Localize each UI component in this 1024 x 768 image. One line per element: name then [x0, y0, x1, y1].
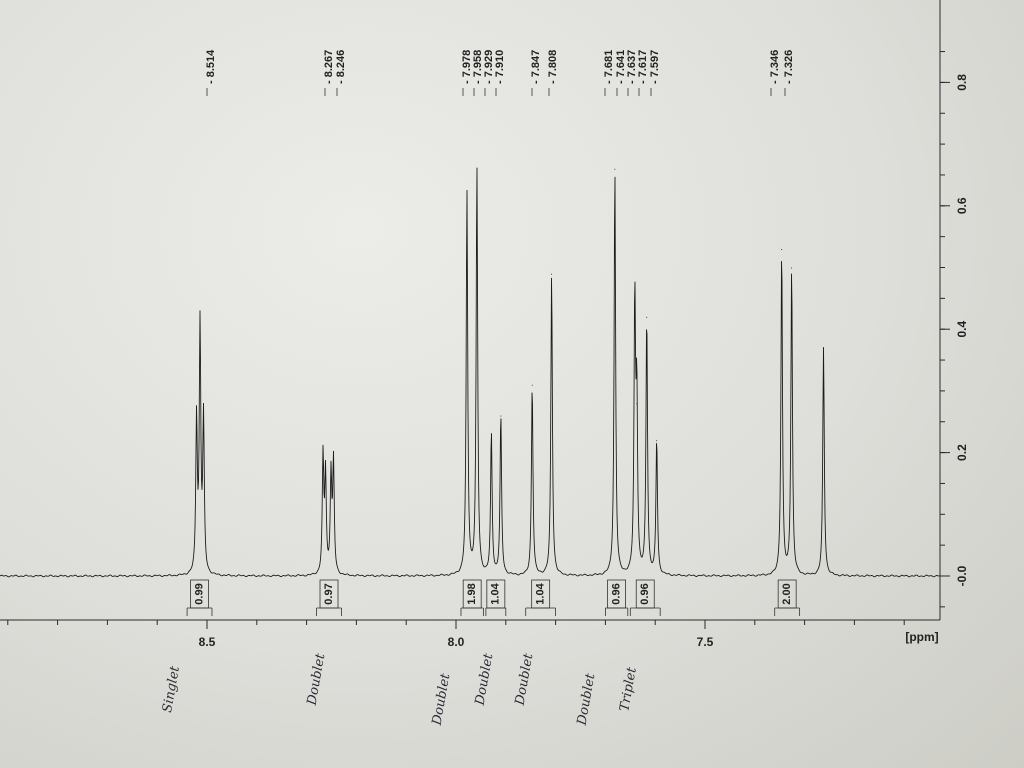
peak-label: - 8.267 — [323, 50, 335, 84]
peak-label: - 7.910 — [494, 50, 506, 84]
x-tick-label: 8.0 — [448, 635, 465, 649]
integral-value: 1.98 — [466, 583, 478, 604]
peak-label: - 7.641 — [615, 50, 627, 84]
integral-region: 1.04 — [485, 579, 507, 616]
handwritten-annotation: Singlet — [160, 664, 183, 713]
integral-bracket — [629, 607, 661, 616]
integral-box — [319, 579, 339, 609]
peak-label: - 7.978 — [461, 50, 473, 84]
integral-bracket — [460, 607, 484, 616]
peak-label: - 7.637 — [626, 50, 638, 84]
y-tick-label: -0.0 — [955, 565, 969, 586]
peak-label: - 7.681 — [603, 50, 615, 84]
integral-box — [531, 579, 551, 609]
integral-box — [190, 579, 209, 609]
integral-value: 0.96 — [639, 583, 651, 604]
y-tick-label: 0.2 — [955, 444, 969, 461]
integral-region: 0.97 — [316, 579, 342, 616]
peak-label: - 7.929 — [483, 50, 495, 84]
integral-box — [607, 579, 627, 609]
integral-box — [486, 579, 506, 609]
handwritten-annotation: Doublet — [304, 652, 328, 708]
integral-value: 0.96 — [611, 583, 623, 604]
peak-label: - 7.346 — [769, 50, 781, 84]
integral-region: 0.96 — [605, 579, 629, 616]
integral-box — [777, 579, 797, 609]
integral-bracket — [774, 607, 801, 616]
integral-region: 0.99 — [186, 579, 213, 616]
y-tick-label: 0.8 — [955, 74, 969, 91]
handwritten-annotation: Doublet — [512, 652, 536, 708]
integral-region: 1.98 — [460, 579, 484, 616]
integral-value: 0.97 — [323, 583, 335, 604]
peak-label: - 7.847 — [530, 50, 542, 84]
handwritten-annotation: Triplet — [617, 665, 640, 712]
integral-bracket — [485, 607, 507, 616]
integral-bracket — [186, 607, 213, 616]
peak-label: - 8.514 — [205, 49, 217, 84]
peak-label: - 7.326 — [783, 50, 795, 84]
x-tick-label: 7.5 — [697, 635, 714, 649]
handwritten-annotation: Doublet — [472, 652, 496, 708]
integral-bracket — [605, 607, 629, 616]
integral-value: 0.99 — [193, 583, 205, 604]
y-tick-label: 0.4 — [955, 321, 969, 338]
integral-box — [462, 579, 482, 609]
peak-label: - 7.808 — [547, 50, 559, 84]
integral-region: 0.96 — [629, 579, 661, 616]
integral-bracket — [316, 607, 342, 616]
integral-region: 1.04 — [525, 579, 556, 616]
y-tick-label: 0.6 — [955, 197, 969, 214]
integral-value: 2.00 — [781, 583, 793, 604]
integral-bracket — [525, 607, 556, 616]
peak-label: - 8.246 — [335, 50, 347, 84]
peak-label: - 7.597 — [649, 50, 661, 84]
integral-value: 1.04 — [490, 582, 502, 604]
x-tick-label: 8.5 — [199, 635, 216, 649]
peak-label: - 7.958 — [472, 50, 484, 84]
integral-value: 1.04 — [535, 582, 547, 604]
integral-region: 2.00 — [774, 579, 801, 616]
x-axis-label: [ppm] — [905, 630, 938, 644]
integral-box — [635, 579, 655, 609]
handwritten-annotation: Doublet — [574, 672, 598, 728]
peak-label: - 7.617 — [637, 50, 649, 84]
handwritten-annotation: Doublet — [429, 672, 453, 728]
spectrum-trace — [0, 167, 941, 578]
